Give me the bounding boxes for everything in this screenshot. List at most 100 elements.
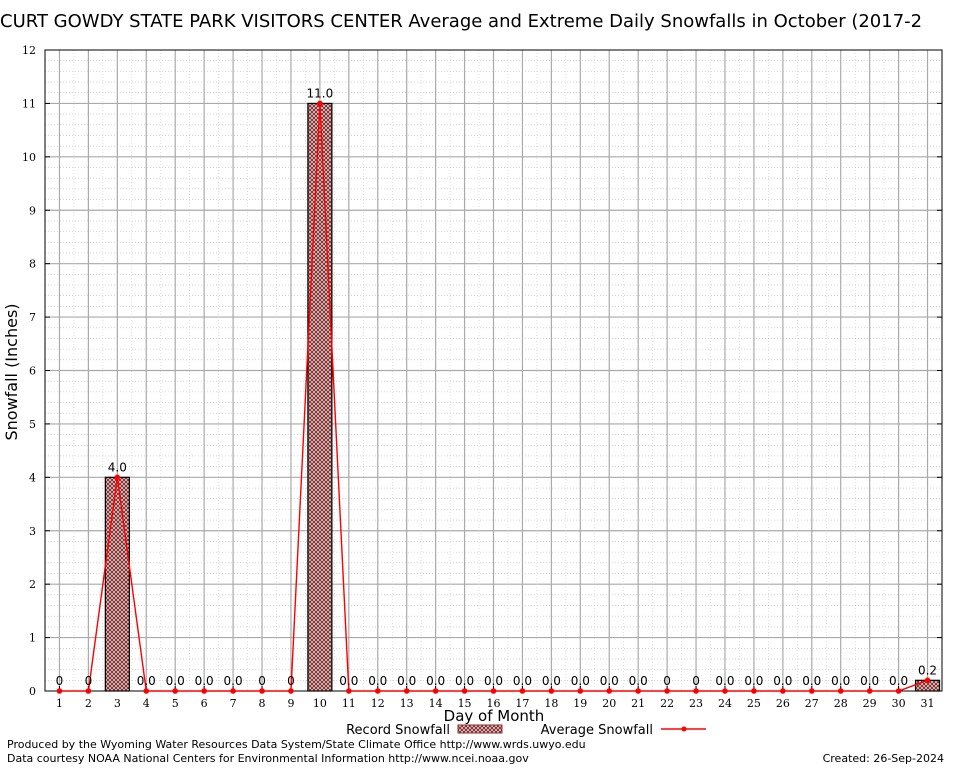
footer-created: Created: 26-Sep-2024 bbox=[823, 752, 944, 765]
legend-average-marker bbox=[681, 726, 687, 732]
average-point bbox=[751, 688, 757, 694]
record-value-label: 0.0 bbox=[542, 674, 561, 688]
record-bars bbox=[104, 102, 941, 692]
record-value-label: 0.0 bbox=[224, 674, 243, 688]
average-point bbox=[780, 688, 786, 694]
record-value-label: 0.0 bbox=[339, 674, 358, 688]
chart-title: CURT GOWDY STATE PARK VISITORS CENTER Av… bbox=[0, 11, 922, 32]
legend-record-label: Record Snowfall bbox=[346, 723, 450, 738]
record-value-label: 0 bbox=[692, 674, 700, 688]
average-point bbox=[201, 688, 207, 694]
y-tick-label: 4 bbox=[29, 471, 36, 484]
average-point bbox=[172, 688, 179, 694]
record-value-label: 0.0 bbox=[137, 674, 156, 688]
average-point bbox=[606, 688, 613, 694]
average-point bbox=[432, 688, 439, 694]
y-tick-label: 11 bbox=[22, 97, 36, 110]
x-tick-label: 6 bbox=[201, 697, 208, 710]
record-value-label: 0 bbox=[287, 674, 295, 688]
average-point bbox=[403, 688, 410, 694]
average-point bbox=[895, 688, 902, 694]
record-value-label: 0.0 bbox=[368, 674, 387, 688]
x-axis-ticks: 1 2 3 4 5 6 7 8 9 10 11 12 13 14 15 16 17 18 19 20 21 22 23 24 2… bbox=[56, 686, 935, 710]
x-tick-label: 7 bbox=[230, 697, 237, 710]
average-point bbox=[866, 688, 873, 694]
x-tick-label: 20 bbox=[602, 697, 616, 710]
record-value-label: 0.0 bbox=[889, 674, 908, 688]
y-tick-label: 9 bbox=[29, 204, 36, 217]
average-point bbox=[635, 688, 641, 694]
x-tick-label: 4 bbox=[143, 697, 150, 710]
average-point bbox=[808, 688, 815, 694]
record-value-label: 0.0 bbox=[455, 674, 474, 688]
record-value-label: 0.2 bbox=[918, 663, 937, 677]
average-point bbox=[259, 688, 265, 694]
footer-produced-by: Produced by the Wyoming Water Resources … bbox=[7, 738, 586, 751]
y-tick-label: 2 bbox=[29, 578, 36, 591]
average-point bbox=[924, 677, 931, 684]
record-value-label: 11.0 bbox=[307, 86, 334, 100]
x-tick-label: 30 bbox=[892, 697, 906, 710]
y-tick-label: 5 bbox=[29, 418, 36, 431]
grid bbox=[45, 50, 942, 691]
average-point bbox=[143, 688, 150, 694]
record-value-label: 0.0 bbox=[860, 674, 879, 688]
record-bar bbox=[104, 476, 130, 692]
record-value-label: 0.0 bbox=[629, 674, 648, 688]
average-point bbox=[722, 688, 728, 694]
y-tick-label: 1 bbox=[29, 632, 36, 645]
y-tick-label: 10 bbox=[22, 151, 36, 164]
x-tick-label: 8 bbox=[259, 697, 266, 710]
record-value-label: 0.0 bbox=[744, 674, 763, 688]
x-tick-label: 14 bbox=[429, 697, 443, 710]
record-value-label: 0 bbox=[85, 674, 93, 688]
record-value-label: 0.0 bbox=[397, 674, 416, 688]
x-tick-label: 24 bbox=[718, 697, 732, 710]
footer-courtesy: Data courtesy NOAA National Centers for … bbox=[7, 752, 529, 765]
average-point bbox=[85, 688, 92, 694]
legend-record-swatch bbox=[457, 724, 503, 734]
x-tick-label: 22 bbox=[660, 697, 674, 710]
average-point bbox=[577, 688, 584, 694]
y-tick-label: 0 bbox=[29, 685, 36, 698]
average-point bbox=[461, 688, 468, 694]
legend-average-label: Average Snowfall bbox=[541, 723, 653, 738]
x-tick-label: 28 bbox=[834, 697, 848, 710]
x-tick-label: 21 bbox=[631, 697, 645, 710]
y-axis-label: Snowfall (Inches) bbox=[2, 303, 21, 440]
record-value-label: 0.0 bbox=[166, 674, 185, 688]
y-tick-label: 12 bbox=[22, 44, 36, 57]
average-line bbox=[56, 100, 931, 694]
x-tick-label: 18 bbox=[544, 697, 558, 710]
x-axis-label: Day of Month bbox=[444, 707, 545, 725]
x-tick-label: 26 bbox=[776, 697, 790, 710]
x-tick-label: 19 bbox=[573, 697, 587, 710]
y-tick-label: 6 bbox=[29, 365, 36, 378]
record-value-label: 0.0 bbox=[802, 674, 821, 688]
record-bar bbox=[307, 102, 333, 692]
x-tick-label: 27 bbox=[805, 697, 819, 710]
average-point bbox=[56, 688, 63, 694]
x-tick-label: 13 bbox=[400, 697, 414, 710]
x-tick-label: 17 bbox=[515, 697, 529, 710]
record-value-label: 0.0 bbox=[195, 674, 214, 688]
average-point bbox=[664, 688, 670, 694]
x-tick-label: 9 bbox=[287, 697, 294, 710]
average-point bbox=[114, 474, 121, 481]
x-tick-label: 2 bbox=[85, 697, 92, 710]
average-point bbox=[230, 688, 236, 694]
x-tick-label: 29 bbox=[863, 697, 877, 710]
record-value-label: 0.0 bbox=[426, 674, 445, 688]
average-point bbox=[837, 688, 844, 694]
average-point bbox=[317, 100, 323, 107]
y-tick-label: 7 bbox=[29, 311, 36, 324]
record-value-label: 0 bbox=[56, 674, 64, 688]
record-value-label: 0.0 bbox=[513, 674, 532, 688]
average-point bbox=[346, 688, 352, 694]
average-point bbox=[288, 688, 294, 694]
value-labels: 0 0 4.0 0.0 0.0 0.0 0.0 0 0 11.0 0.0 0.0 0.0 0.0 0.0 0.… bbox=[56, 86, 937, 688]
record-value-label: 0.0 bbox=[484, 674, 503, 688]
x-tick-label: 11 bbox=[342, 697, 356, 710]
